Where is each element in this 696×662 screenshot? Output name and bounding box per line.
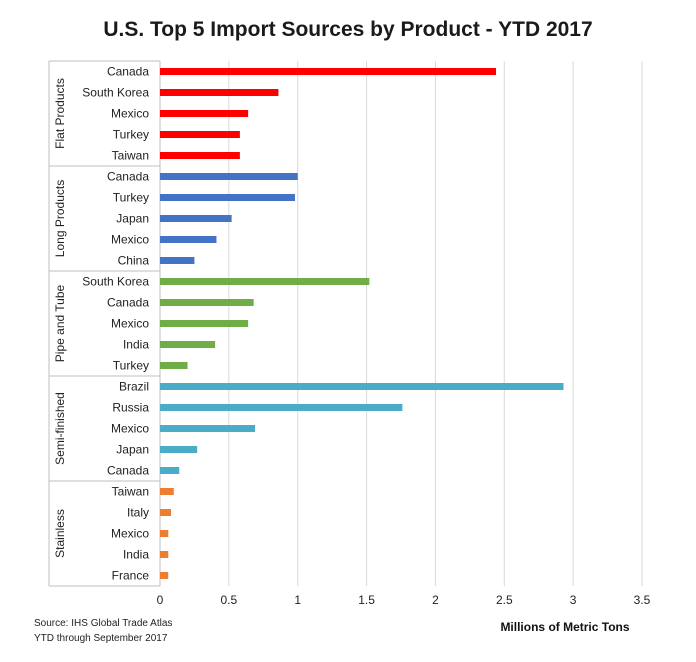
group-label: Stainless <box>53 509 67 558</box>
category-label: Turkey <box>113 191 149 205</box>
x-tick-label: 0 <box>157 593 164 607</box>
category-label: Mexico <box>111 317 149 331</box>
category-label: Taiwan <box>112 485 149 499</box>
bar <box>160 362 188 369</box>
bar <box>160 404 403 411</box>
category-label: Russia <box>112 401 149 415</box>
bar <box>160 194 295 201</box>
category-label: South Korea <box>82 86 149 100</box>
bar <box>160 341 216 348</box>
bar <box>160 236 217 243</box>
bar <box>160 278 370 285</box>
category-label: Mexico <box>111 422 149 436</box>
category-label: Turkey <box>113 359 149 373</box>
bar <box>160 488 174 495</box>
bar <box>160 530 169 537</box>
category-label: Turkey <box>113 128 149 142</box>
bar <box>160 110 249 117</box>
category-label: Canada <box>107 464 149 478</box>
category-label: South Korea <box>82 275 149 289</box>
bar <box>160 215 232 222</box>
x-tick-label: 3 <box>570 593 577 607</box>
x-tick-label: 0.5 <box>221 593 238 607</box>
bar <box>160 509 172 516</box>
bar <box>160 551 169 558</box>
category-label: India <box>123 338 149 352</box>
bar <box>160 383 564 390</box>
x-tick-label: 2 <box>432 593 439 607</box>
bar <box>160 320 249 327</box>
x-axis-label: Millions of Metric Tons <box>500 620 630 634</box>
bar <box>160 68 497 75</box>
x-tick-label: 1 <box>294 593 301 607</box>
bar <box>160 446 198 453</box>
source-note: Source: IHS Global Trade Atlas <box>34 618 173 629</box>
category-label: Canada <box>107 296 149 310</box>
x-tick-label: 3.5 <box>634 593 651 607</box>
group-label: Long Products <box>53 180 67 257</box>
category-label: Italy <box>127 506 149 520</box>
bar <box>160 425 256 432</box>
group-label: Pipe and Tube <box>53 284 67 362</box>
category-label: India <box>123 548 149 562</box>
group-label: Flat Products <box>53 78 67 149</box>
bar <box>160 257 195 264</box>
bar <box>160 467 180 474</box>
category-label: Mexico <box>111 233 149 247</box>
x-tick-label: 2.5 <box>496 593 513 607</box>
bar <box>160 131 240 138</box>
category-label: China <box>118 254 150 268</box>
bar <box>160 89 279 96</box>
chart-title: U.S. Top 5 Import Sources by Product - Y… <box>103 18 593 41</box>
category-label: Taiwan <box>112 149 149 163</box>
group-label: Semi-finished <box>53 392 67 465</box>
bar <box>160 299 254 306</box>
category-label: Brazil <box>119 380 149 394</box>
category-label: Japan <box>116 212 149 226</box>
bar <box>160 572 169 579</box>
period-note: YTD through September 2017 <box>34 633 168 644</box>
category-label: Japan <box>116 443 149 457</box>
category-label: France <box>112 569 150 583</box>
category-label: Canada <box>107 170 149 184</box>
category-label: Mexico <box>111 527 149 541</box>
bar <box>160 152 240 159</box>
x-tick-label: 1.5 <box>358 593 375 607</box>
category-label: Canada <box>107 65 149 79</box>
category-label: Mexico <box>111 107 149 121</box>
bar <box>160 173 298 180</box>
